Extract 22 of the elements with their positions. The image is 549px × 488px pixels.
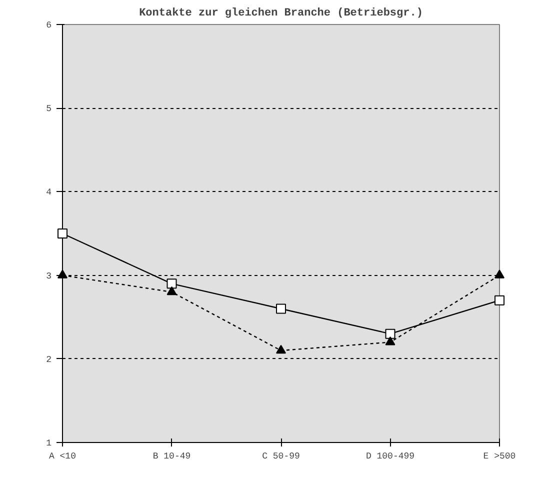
x-tick-label: D 100-499 <box>366 452 415 462</box>
y-tick-label: 4 <box>46 188 52 198</box>
y-tick-label: 5 <box>46 104 52 114</box>
x-tick-label: B 10-49 <box>152 452 191 462</box>
x-tick-label: E >500 <box>483 452 516 462</box>
point <box>494 270 504 278</box>
y-tick-label: 2 <box>46 354 52 365</box>
y-tick-label: 3 <box>46 271 52 282</box>
point <box>58 228 68 238</box>
point <box>385 336 396 346</box>
point <box>276 344 286 354</box>
x-tick-label: A <10 <box>49 452 76 462</box>
y-tick-label: 6 <box>46 20 52 30</box>
chart-title: Kontakte zur gleichen Branche (Betriebsgr.) <box>139 8 423 20</box>
x-tick-label: C 50-99 <box>262 452 300 462</box>
y-tick-label: 1 <box>46 438 52 448</box>
point <box>276 304 286 314</box>
point <box>494 295 504 306</box>
point <box>385 328 396 339</box>
point <box>58 270 68 278</box>
point <box>166 278 177 289</box>
point <box>166 286 177 296</box>
